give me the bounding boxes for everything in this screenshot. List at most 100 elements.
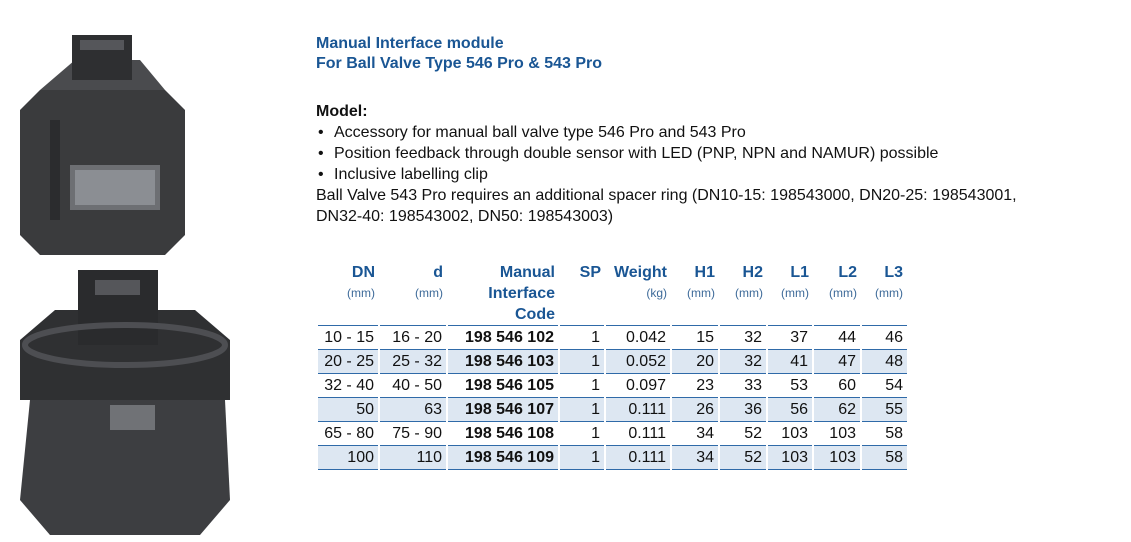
table-cell: 44 (812, 325, 861, 350)
table-cell: 1 (558, 445, 605, 470)
table-row: 20 - 25 25 - 32 198 546 103 1 0.052 20 32 41 47 4… (316, 349, 907, 374)
table-cell: 10 - 15 (316, 325, 379, 350)
column-header: SP (559, 260, 605, 326)
column-unit: (mm) (687, 286, 715, 300)
table-cell: 110 (378, 445, 447, 470)
column-name: DN (351, 264, 375, 281)
table-cell: 198 546 107 (446, 397, 559, 422)
column-name: Manual Interface Code (488, 264, 555, 323)
bullet: Position feedback through double sensor … (318, 143, 1026, 164)
column-name: L3 (884, 264, 903, 281)
table-cell: 58 (860, 421, 907, 446)
table-cell: 56 (766, 397, 813, 422)
table-cell: 58 (860, 445, 907, 470)
table-row: 65 - 80 75 - 90 198 546 108 1 0.111 34 52 103 10… (316, 421, 907, 446)
table-cell: 103 (766, 421, 813, 446)
table-row: 100 110 198 546 109 1 0.111 34 52 103 103 58 (316, 445, 907, 470)
bullet: Inclusive labelling clip (318, 164, 1026, 185)
table-cell: 52 (718, 445, 767, 470)
table-cell: 55 (860, 397, 907, 422)
table-row: 32 - 40 40 - 50 198 546 105 1 0.097 23 33 53 60 5… (316, 373, 907, 398)
product-images (20, 35, 230, 535)
product-top (20, 35, 185, 255)
table-cell: 32 (718, 325, 767, 350)
column-unit: (mm) (415, 286, 443, 300)
table-cell: 198 546 105 (446, 373, 559, 398)
column-name: H1 (694, 264, 715, 281)
table-cell: 0.111 (604, 445, 671, 470)
table-cell: 53 (766, 373, 813, 398)
column-name: Weight (613, 264, 667, 281)
table-cell: 198 546 103 (446, 349, 559, 374)
bullet: Accessory for manual ball valve type 546… (318, 122, 1026, 143)
table-cell: 63 (378, 397, 447, 422)
column-unit: (mm) (829, 286, 857, 300)
table-cell: 0.111 (604, 397, 671, 422)
table-cell: 103 (766, 445, 813, 470)
column-name: SP (579, 264, 601, 281)
subtitle: For Ball Valve Type 546 Pro & 543 Pro (316, 55, 603, 72)
table-cell: 26 (670, 397, 719, 422)
model-heading: Model: (316, 103, 368, 120)
table-cell: 103 (812, 445, 861, 470)
table-cell: 16 - 20 (378, 325, 447, 350)
table-cell: 50 (316, 397, 379, 422)
bullet-list: Accessory for manual ball valve type 546… (316, 122, 1026, 185)
column-header: L2 (mm) (813, 260, 861, 326)
table-cell: 65 - 80 (316, 421, 379, 446)
column-name: H2 (742, 264, 763, 281)
column-unit: (mm) (781, 286, 809, 300)
spec-table: DN (mm) d (mm) Manual Interface Code SP Weight… (316, 260, 907, 470)
column-name: d (433, 264, 443, 281)
table-cell: 34 (670, 421, 719, 446)
table-cell: 0.042 (604, 325, 671, 350)
table-cell: 37 (766, 325, 813, 350)
title-block: Manual Interface module For Ball Valve T… (316, 34, 602, 74)
table-cell: 1 (558, 421, 605, 446)
table-cell: 198 546 108 (446, 421, 559, 446)
column-header: H2 (mm) (719, 260, 767, 326)
note: Ball Valve 543 Pro requires an additiona… (316, 187, 1017, 225)
table-cell: 52 (718, 421, 767, 446)
table-cell: 23 (670, 373, 719, 398)
title: Manual Interface module (316, 35, 504, 52)
table-cell: 198 546 102 (446, 325, 559, 350)
table-cell: 75 - 90 (378, 421, 447, 446)
table-cell: 34 (670, 445, 719, 470)
table-cell: 100 (316, 445, 379, 470)
table-cell: 198 546 109 (446, 445, 559, 470)
table-cell: 47 (812, 349, 861, 374)
column-name: L1 (790, 264, 809, 281)
table-cell: 62 (812, 397, 861, 422)
product-bottom (20, 270, 230, 535)
column-unit: (mm) (735, 286, 763, 300)
table-cell: 25 - 32 (378, 349, 447, 374)
table-cell: 33 (718, 373, 767, 398)
table-cell: 41 (766, 349, 813, 374)
column-unit: (mm) (347, 286, 375, 300)
table-cell: 15 (670, 325, 719, 350)
table-cell: 40 - 50 (378, 373, 447, 398)
table-cell: 32 (718, 349, 767, 374)
table-cell: 20 (670, 349, 719, 374)
table-cell: 0.097 (604, 373, 671, 398)
column-header: DN (mm) (317, 260, 379, 326)
column-unit: (kg) (646, 286, 667, 300)
table-cell: 48 (860, 349, 907, 374)
table-cell: 36 (718, 397, 767, 422)
column-header: d (mm) (379, 260, 447, 326)
table-cell: 60 (812, 373, 861, 398)
column-name: L2 (838, 264, 857, 281)
table-cell: 0.111 (604, 421, 671, 446)
table-cell: 32 - 40 (316, 373, 379, 398)
column-unit: (mm) (875, 286, 903, 300)
column-header: L3 (mm) (861, 260, 907, 326)
table-cell: 1 (558, 349, 605, 374)
model-section: Model: Accessory for manual ball valve t… (316, 101, 1026, 227)
table-row: 10 - 15 16 - 20 198 546 102 1 0.042 15 32 37 44 4… (316, 325, 907, 350)
table-row: 50 63 198 546 107 1 0.111 26 36 56 62 55 (316, 397, 907, 422)
table-cell: 1 (558, 373, 605, 398)
header-row: DN (mm) d (mm) Manual Interface Code SP Weight… (317, 260, 907, 326)
column-header: Weight (kg) (605, 260, 671, 326)
